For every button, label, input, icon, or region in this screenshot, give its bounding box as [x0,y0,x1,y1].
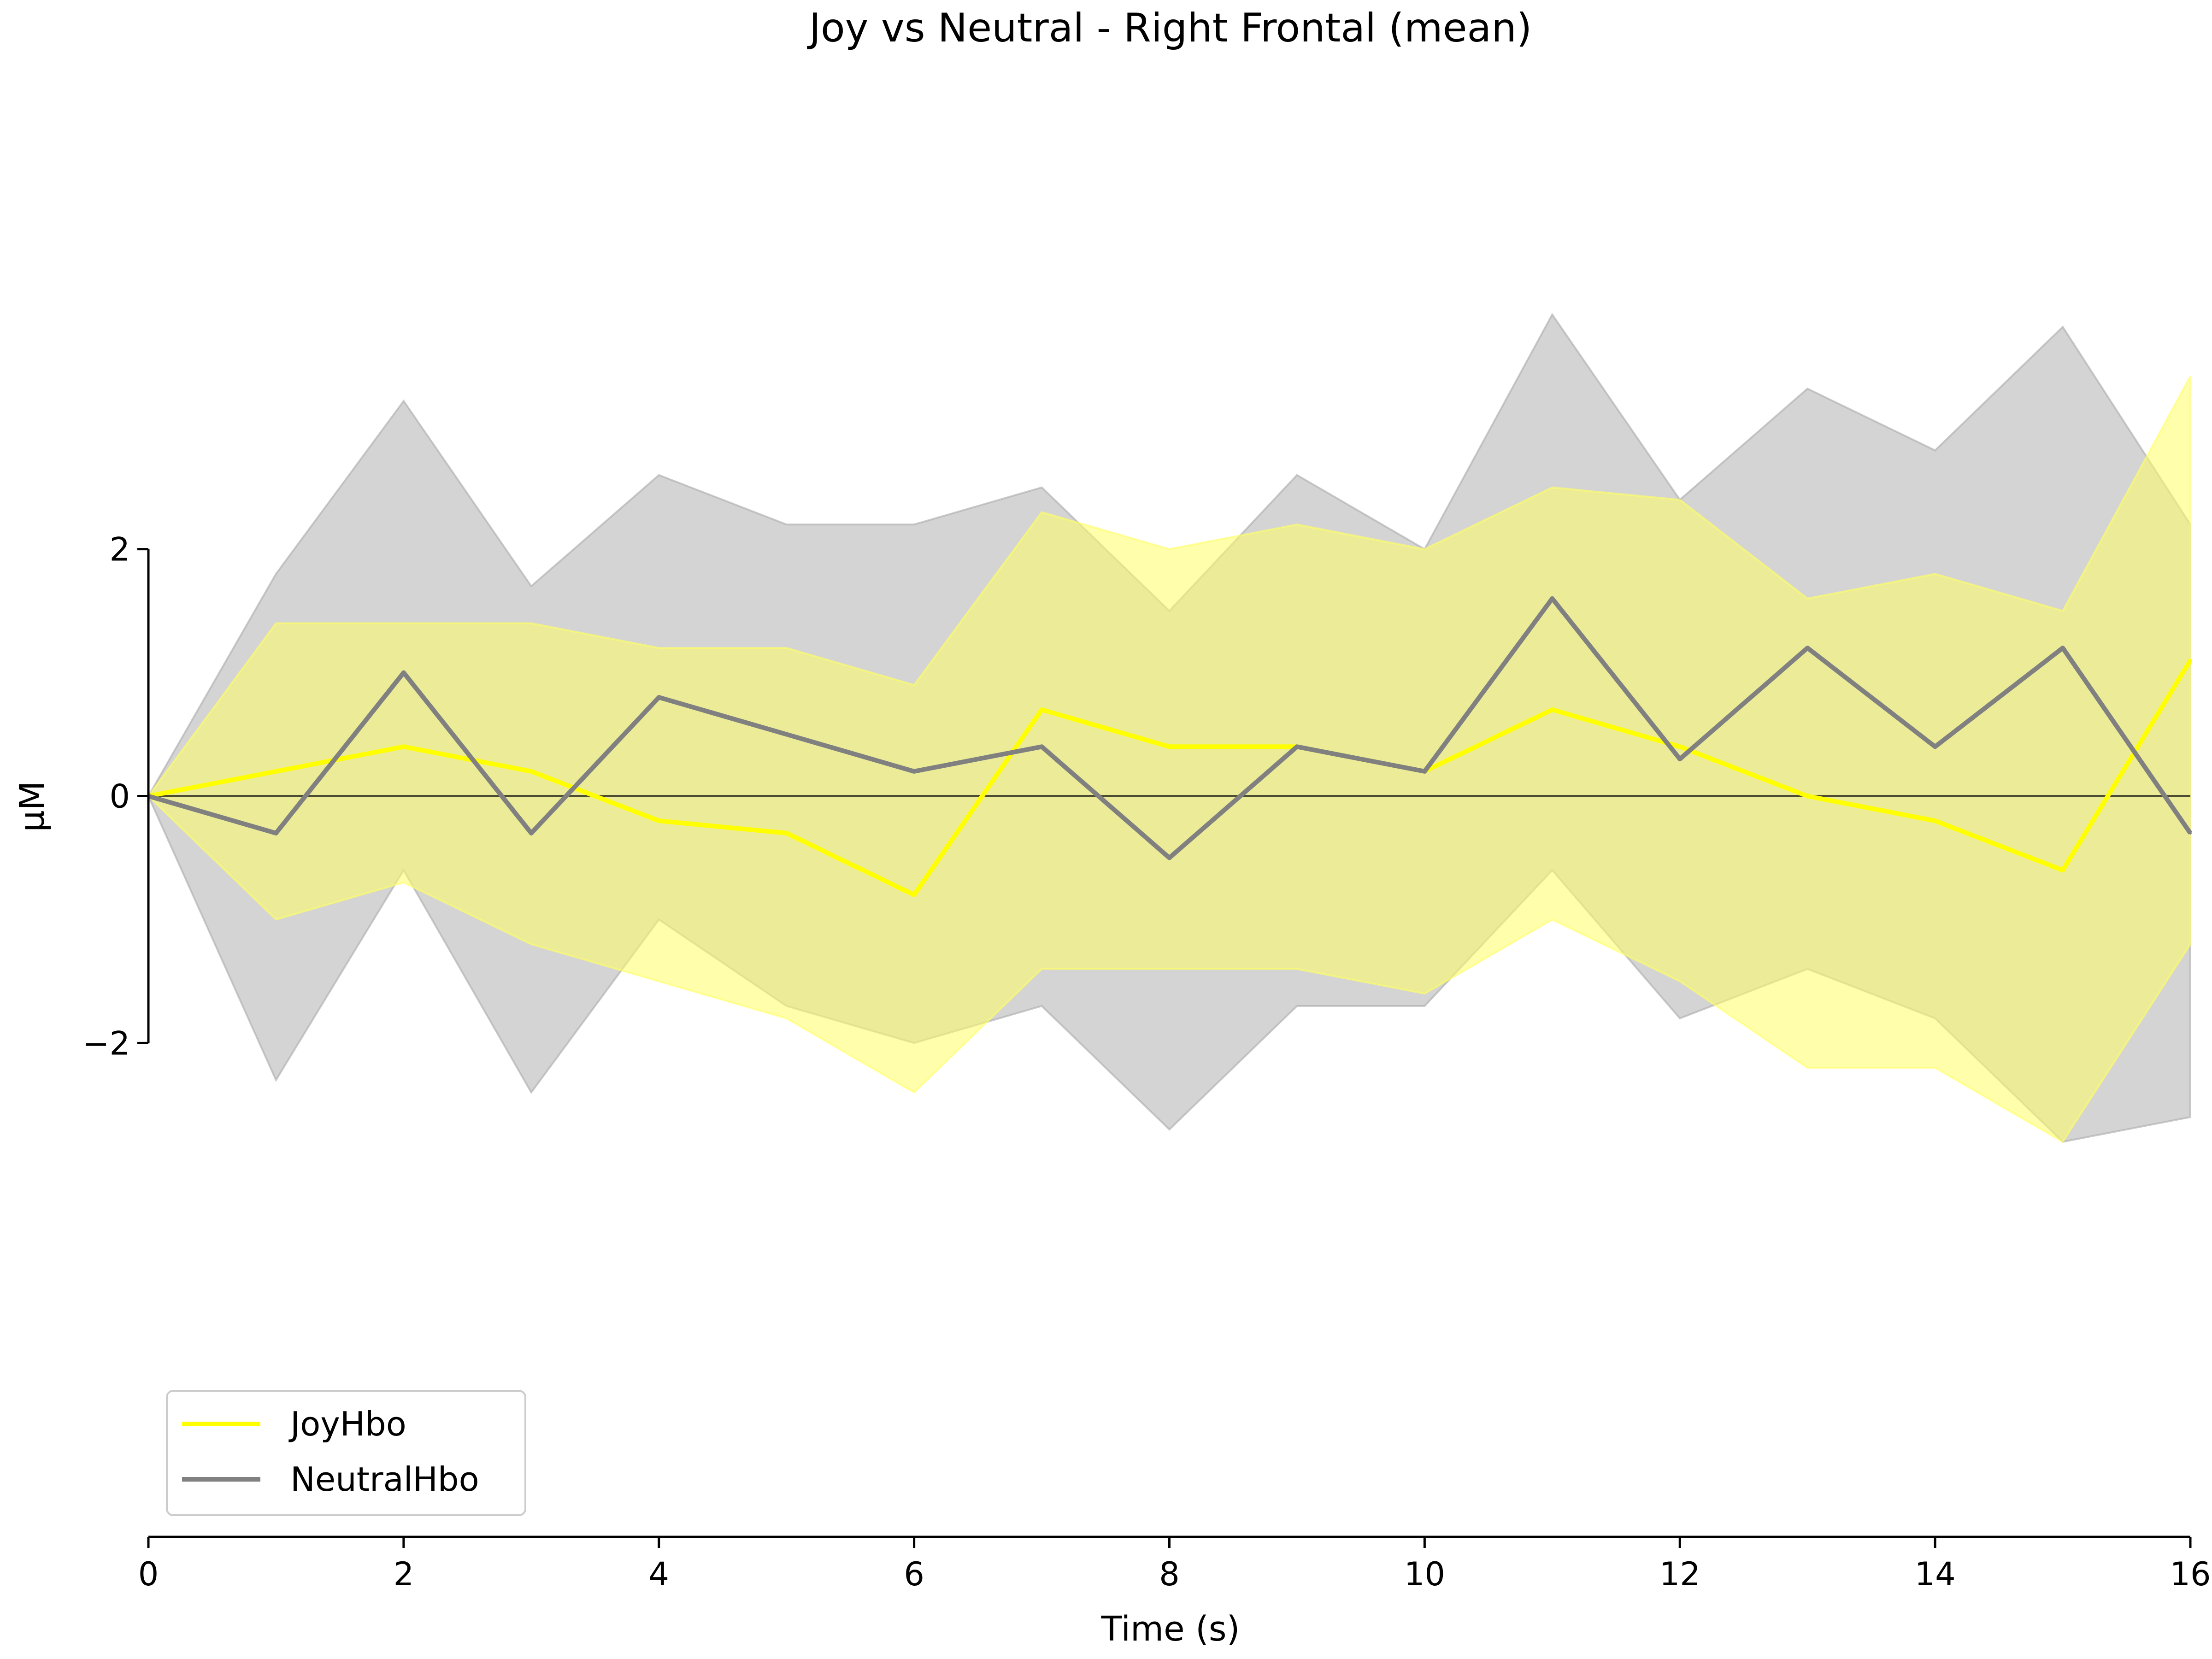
confidence-bands [147,312,2191,1143]
point-joyhbo [1040,708,1043,711]
point-joyhbo [2189,659,2192,662]
point-neutralhbo [274,831,277,835]
point-joyhbo [657,819,660,823]
point-joyhbo [1806,794,1809,798]
series-lines [147,596,2193,897]
y-tick-label: 2 [109,531,130,569]
point-joyhbo [402,745,405,748]
x-tick-label: 6 [904,1555,924,1593]
point-neutralhbo [1295,745,1299,748]
point-neutralhbo [912,770,916,773]
point-joyhbo [529,770,533,773]
legend: JoyHbo NeutralHbo [166,1390,526,1516]
point-joyhbo [1551,708,1554,711]
point-neutralhbo [1423,770,1426,773]
y-tick-label: 0 [109,778,130,816]
point-neutralhbo [2061,647,2065,649]
point-neutralhbo [1040,745,1043,748]
point-neutralhbo [657,696,660,699]
x-tick-label: 4 [648,1555,669,1593]
legend-label-neutralhbo: NeutralHbo [290,1460,479,1499]
point-neutralhbo [1551,597,1554,600]
point-neutralhbo [529,831,533,835]
y-tick-label: −2 [82,1024,130,1062]
point-joyhbo [1934,819,1937,823]
x-tick-label: 2 [394,1555,414,1593]
x-tick-label: 10 [1404,1555,1445,1593]
point-joyhbo [785,831,788,835]
point-joyhbo [2061,869,2065,872]
x-tick-label: 14 [1915,1555,1956,1593]
x-tick-label: 0 [138,1555,159,1593]
x-tick-label: 8 [1159,1555,1180,1593]
x-axis: 0 2 4 6 8 10 12 14 16 [138,1535,2211,1593]
point-neutralhbo [402,671,405,674]
point-neutralhbo [1806,647,1809,649]
point-neutralhbo [2189,831,2192,835]
point-joyhbo [1168,745,1171,748]
point-joyhbo [274,770,277,773]
point-joyhbo [1678,745,1682,748]
point-neutralhbo [785,733,788,736]
y-axis-label: µM [12,781,52,832]
y-axis: 2 0 −2 [82,531,150,1062]
point-neutralhbo [1678,758,1682,761]
point-neutralhbo [1168,856,1171,859]
point-neutralhbo [1934,745,1937,748]
point-joyhbo [912,893,916,896]
x-axis-label: Time (s) [1101,1609,1240,1649]
x-tick-label: 16 [2170,1555,2211,1593]
x-tick-label: 12 [1659,1555,1700,1593]
chart-title: Joy vs Neutral - Right Frontal (mean) [807,5,1532,51]
legend-label-joyhbo: JoyHbo [288,1405,406,1443]
